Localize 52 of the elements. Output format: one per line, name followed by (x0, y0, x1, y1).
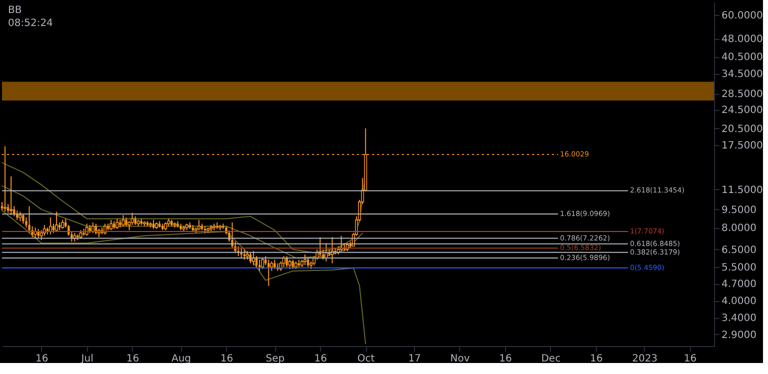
x-tick-label: 16 (36, 354, 48, 364)
annotation: BB (8, 5, 22, 16)
candlestick (286, 256, 288, 268)
y-tick-label: 28.5000 (722, 89, 763, 100)
y-tick-label: 6.5000 (722, 244, 756, 256)
annotation: 08:52:24 (8, 18, 53, 29)
candlestick (18, 211, 22, 222)
y-tick-label: 2.9000 (722, 330, 756, 341)
candlestick (258, 259, 261, 272)
y-tick-label: 4.0000 (722, 296, 756, 308)
y-tick-label: 8.0000 (722, 223, 756, 234)
candlestick (55, 211, 58, 232)
candlestick (52, 223, 55, 234)
y-tick-label: 20.5000 (722, 124, 763, 135)
line-series (2, 185, 364, 258)
y-tick-label: 17.5000 (722, 140, 763, 152)
x-tick-label: 16 (684, 354, 697, 364)
y-tick-label: 5.5000 (722, 262, 756, 274)
y-tick-label: 3.4000 (722, 313, 756, 324)
candlestick (28, 206, 30, 234)
x-tick-label: 16 (220, 354, 234, 364)
x-tick-label: 16 (314, 354, 327, 364)
y-tick-label: 48.0000 (722, 34, 763, 46)
x-tick-label: Nov (450, 354, 470, 364)
y-tick-label: 9.5000 (722, 204, 756, 216)
line-series (2, 210, 366, 344)
y-tick-label: 34.5000 (722, 69, 763, 80)
candlestick (10, 176, 13, 216)
candlestick (22, 213, 24, 224)
x-tick-label: 16 (126, 354, 140, 364)
candlestick (116, 218, 119, 230)
candlestick (292, 259, 294, 270)
x-tick-label: 17 (408, 354, 421, 364)
candlestick (110, 219, 113, 231)
y-tick-label: 24.5000 (722, 105, 763, 116)
candlestick (274, 259, 276, 270)
x-tick-label: 16 (590, 354, 603, 364)
x-tick-label: 2023 (632, 354, 658, 364)
candlestick (231, 222, 234, 248)
x-tick-label: 16 (499, 354, 512, 364)
candlestick (197, 219, 200, 231)
candlestick (303, 254, 306, 266)
x-tick-label: Oct (357, 354, 375, 364)
y-tick-label: 40.5000 (722, 52, 763, 64)
candlestick (306, 257, 310, 268)
y-tick-label: 11.5000 (722, 184, 763, 196)
candlestick (261, 257, 264, 270)
candlestick (288, 259, 292, 270)
y-tick-label: 60.0000 (722, 10, 763, 22)
candlestick (122, 214, 125, 227)
x-tick-label: Dec (541, 354, 561, 364)
y-tick-label: 4.7000 (722, 279, 756, 290)
